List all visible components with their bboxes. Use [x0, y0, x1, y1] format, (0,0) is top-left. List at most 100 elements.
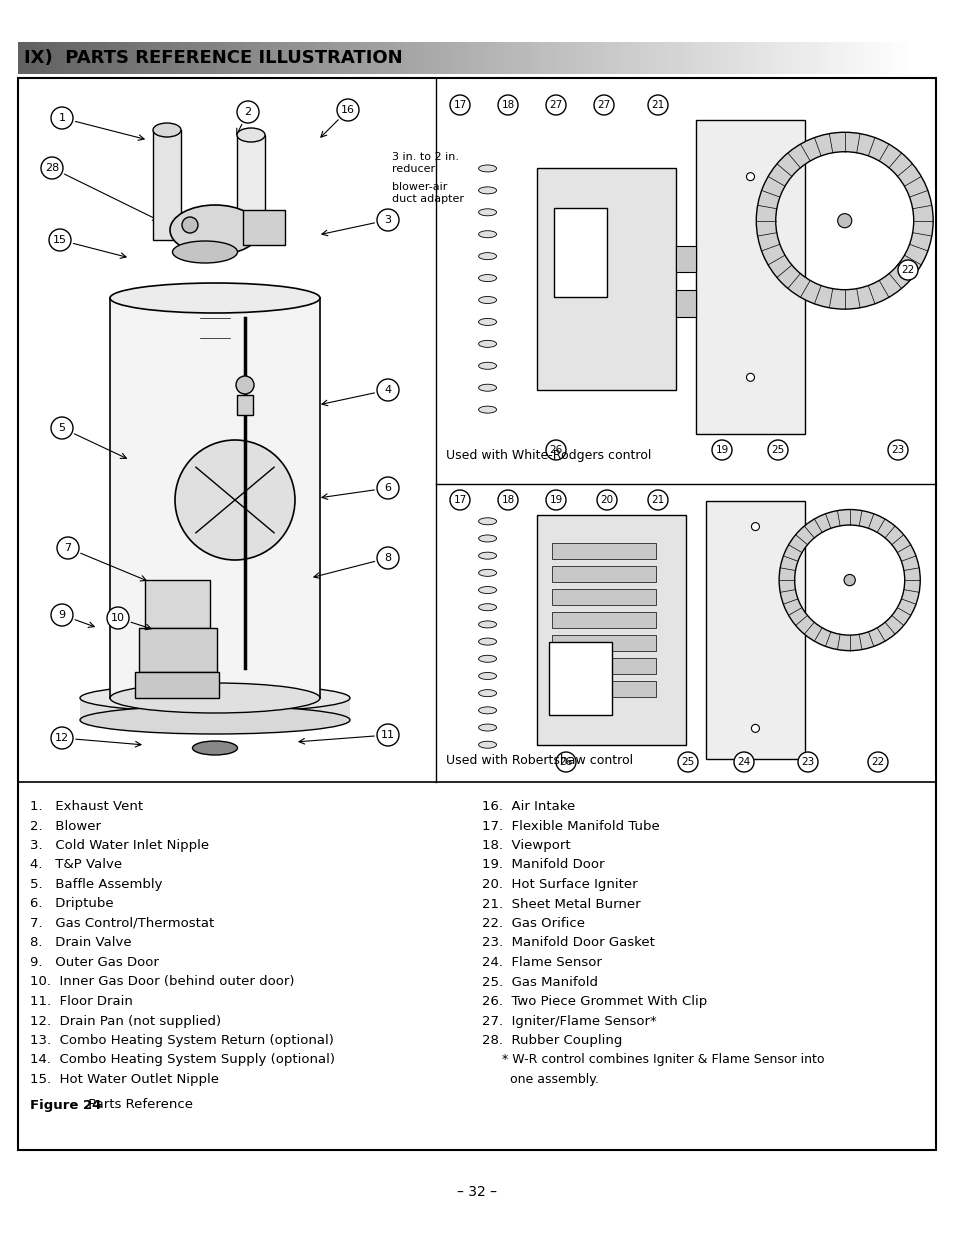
- Circle shape: [497, 95, 517, 115]
- Text: 11.  Floor Drain: 11. Floor Drain: [30, 995, 132, 1008]
- Ellipse shape: [478, 341, 497, 347]
- Bar: [558, 42, 567, 74]
- Ellipse shape: [478, 569, 497, 577]
- Circle shape: [376, 547, 398, 569]
- Bar: [306, 42, 315, 74]
- Circle shape: [897, 261, 917, 280]
- Text: 19: 19: [549, 495, 562, 505]
- Bar: [695, 120, 804, 433]
- Bar: [791, 42, 801, 74]
- Ellipse shape: [478, 384, 497, 391]
- Bar: [728, 42, 738, 74]
- Bar: [552, 635, 656, 651]
- Circle shape: [376, 477, 398, 499]
- Bar: [620, 42, 630, 74]
- Text: 19: 19: [715, 445, 728, 454]
- Bar: [552, 680, 656, 697]
- Bar: [80, 698, 350, 720]
- Bar: [854, 42, 863, 74]
- Bar: [827, 42, 837, 74]
- Text: Used with Robertshaw control: Used with Robertshaw control: [446, 753, 633, 767]
- Bar: [720, 42, 729, 74]
- Bar: [899, 42, 908, 74]
- Circle shape: [450, 95, 470, 115]
- Text: 8: 8: [384, 553, 391, 563]
- Circle shape: [236, 101, 258, 124]
- Bar: [665, 42, 675, 74]
- Bar: [135, 42, 144, 74]
- Bar: [261, 42, 271, 74]
- Bar: [405, 42, 414, 74]
- Text: 23.  Manifold Door Gasket: 23. Manifold Door Gasket: [481, 936, 654, 950]
- Text: 24: 24: [737, 757, 750, 767]
- Bar: [27, 42, 36, 74]
- Ellipse shape: [110, 683, 319, 713]
- Circle shape: [887, 440, 907, 459]
- Bar: [657, 42, 666, 74]
- Bar: [647, 42, 657, 74]
- Bar: [63, 42, 72, 74]
- Circle shape: [51, 417, 73, 438]
- Circle shape: [497, 490, 517, 510]
- Circle shape: [376, 379, 398, 401]
- Circle shape: [545, 490, 565, 510]
- Text: 25: 25: [680, 757, 694, 767]
- Bar: [440, 42, 450, 74]
- Text: 17.  Flexible Manifold Tube: 17. Flexible Manifold Tube: [481, 820, 659, 832]
- Ellipse shape: [478, 673, 497, 679]
- Text: 20: 20: [599, 495, 613, 505]
- Bar: [755, 42, 764, 74]
- Text: 4.   T&P Valve: 4. T&P Valve: [30, 858, 122, 872]
- Text: 21.  Sheet Metal Burner: 21. Sheet Metal Burner: [481, 898, 640, 910]
- Bar: [18, 42, 28, 74]
- Bar: [801, 42, 810, 74]
- Bar: [548, 42, 558, 74]
- Text: 17: 17: [453, 495, 466, 505]
- Circle shape: [336, 99, 358, 121]
- Bar: [110, 298, 319, 698]
- Bar: [180, 42, 190, 74]
- Text: 25: 25: [771, 445, 783, 454]
- Bar: [139, 629, 216, 672]
- Text: 15.  Hot Water Outlet Nipple: 15. Hot Water Outlet Nipple: [30, 1073, 219, 1086]
- Bar: [552, 611, 656, 627]
- Bar: [602, 42, 612, 74]
- Bar: [215, 42, 225, 74]
- Circle shape: [745, 373, 754, 382]
- Bar: [243, 210, 285, 245]
- Ellipse shape: [478, 517, 497, 525]
- Bar: [54, 42, 64, 74]
- Ellipse shape: [478, 724, 497, 731]
- Bar: [414, 42, 423, 74]
- Circle shape: [41, 157, 63, 179]
- Bar: [882, 42, 890, 74]
- Bar: [71, 42, 81, 74]
- Bar: [117, 42, 127, 74]
- Ellipse shape: [110, 283, 319, 312]
- Bar: [162, 42, 172, 74]
- Circle shape: [594, 95, 614, 115]
- Ellipse shape: [478, 231, 497, 237]
- Circle shape: [545, 95, 565, 115]
- Text: 7: 7: [65, 543, 71, 553]
- Ellipse shape: [80, 706, 350, 734]
- Text: 22: 22: [901, 266, 914, 275]
- Bar: [701, 42, 711, 74]
- Bar: [126, 42, 135, 74]
- Circle shape: [597, 490, 617, 510]
- Circle shape: [751, 725, 759, 732]
- Bar: [458, 42, 468, 74]
- Text: 23: 23: [801, 757, 814, 767]
- Bar: [296, 42, 306, 74]
- Bar: [314, 42, 324, 74]
- Ellipse shape: [478, 274, 497, 282]
- Bar: [377, 42, 387, 74]
- Text: reducer: reducer: [392, 164, 435, 174]
- Bar: [99, 42, 109, 74]
- Text: 27: 27: [597, 100, 610, 110]
- Circle shape: [797, 752, 817, 772]
- Circle shape: [235, 375, 253, 394]
- Bar: [476, 42, 486, 74]
- Text: 4: 4: [384, 385, 391, 395]
- Text: 6: 6: [384, 483, 391, 493]
